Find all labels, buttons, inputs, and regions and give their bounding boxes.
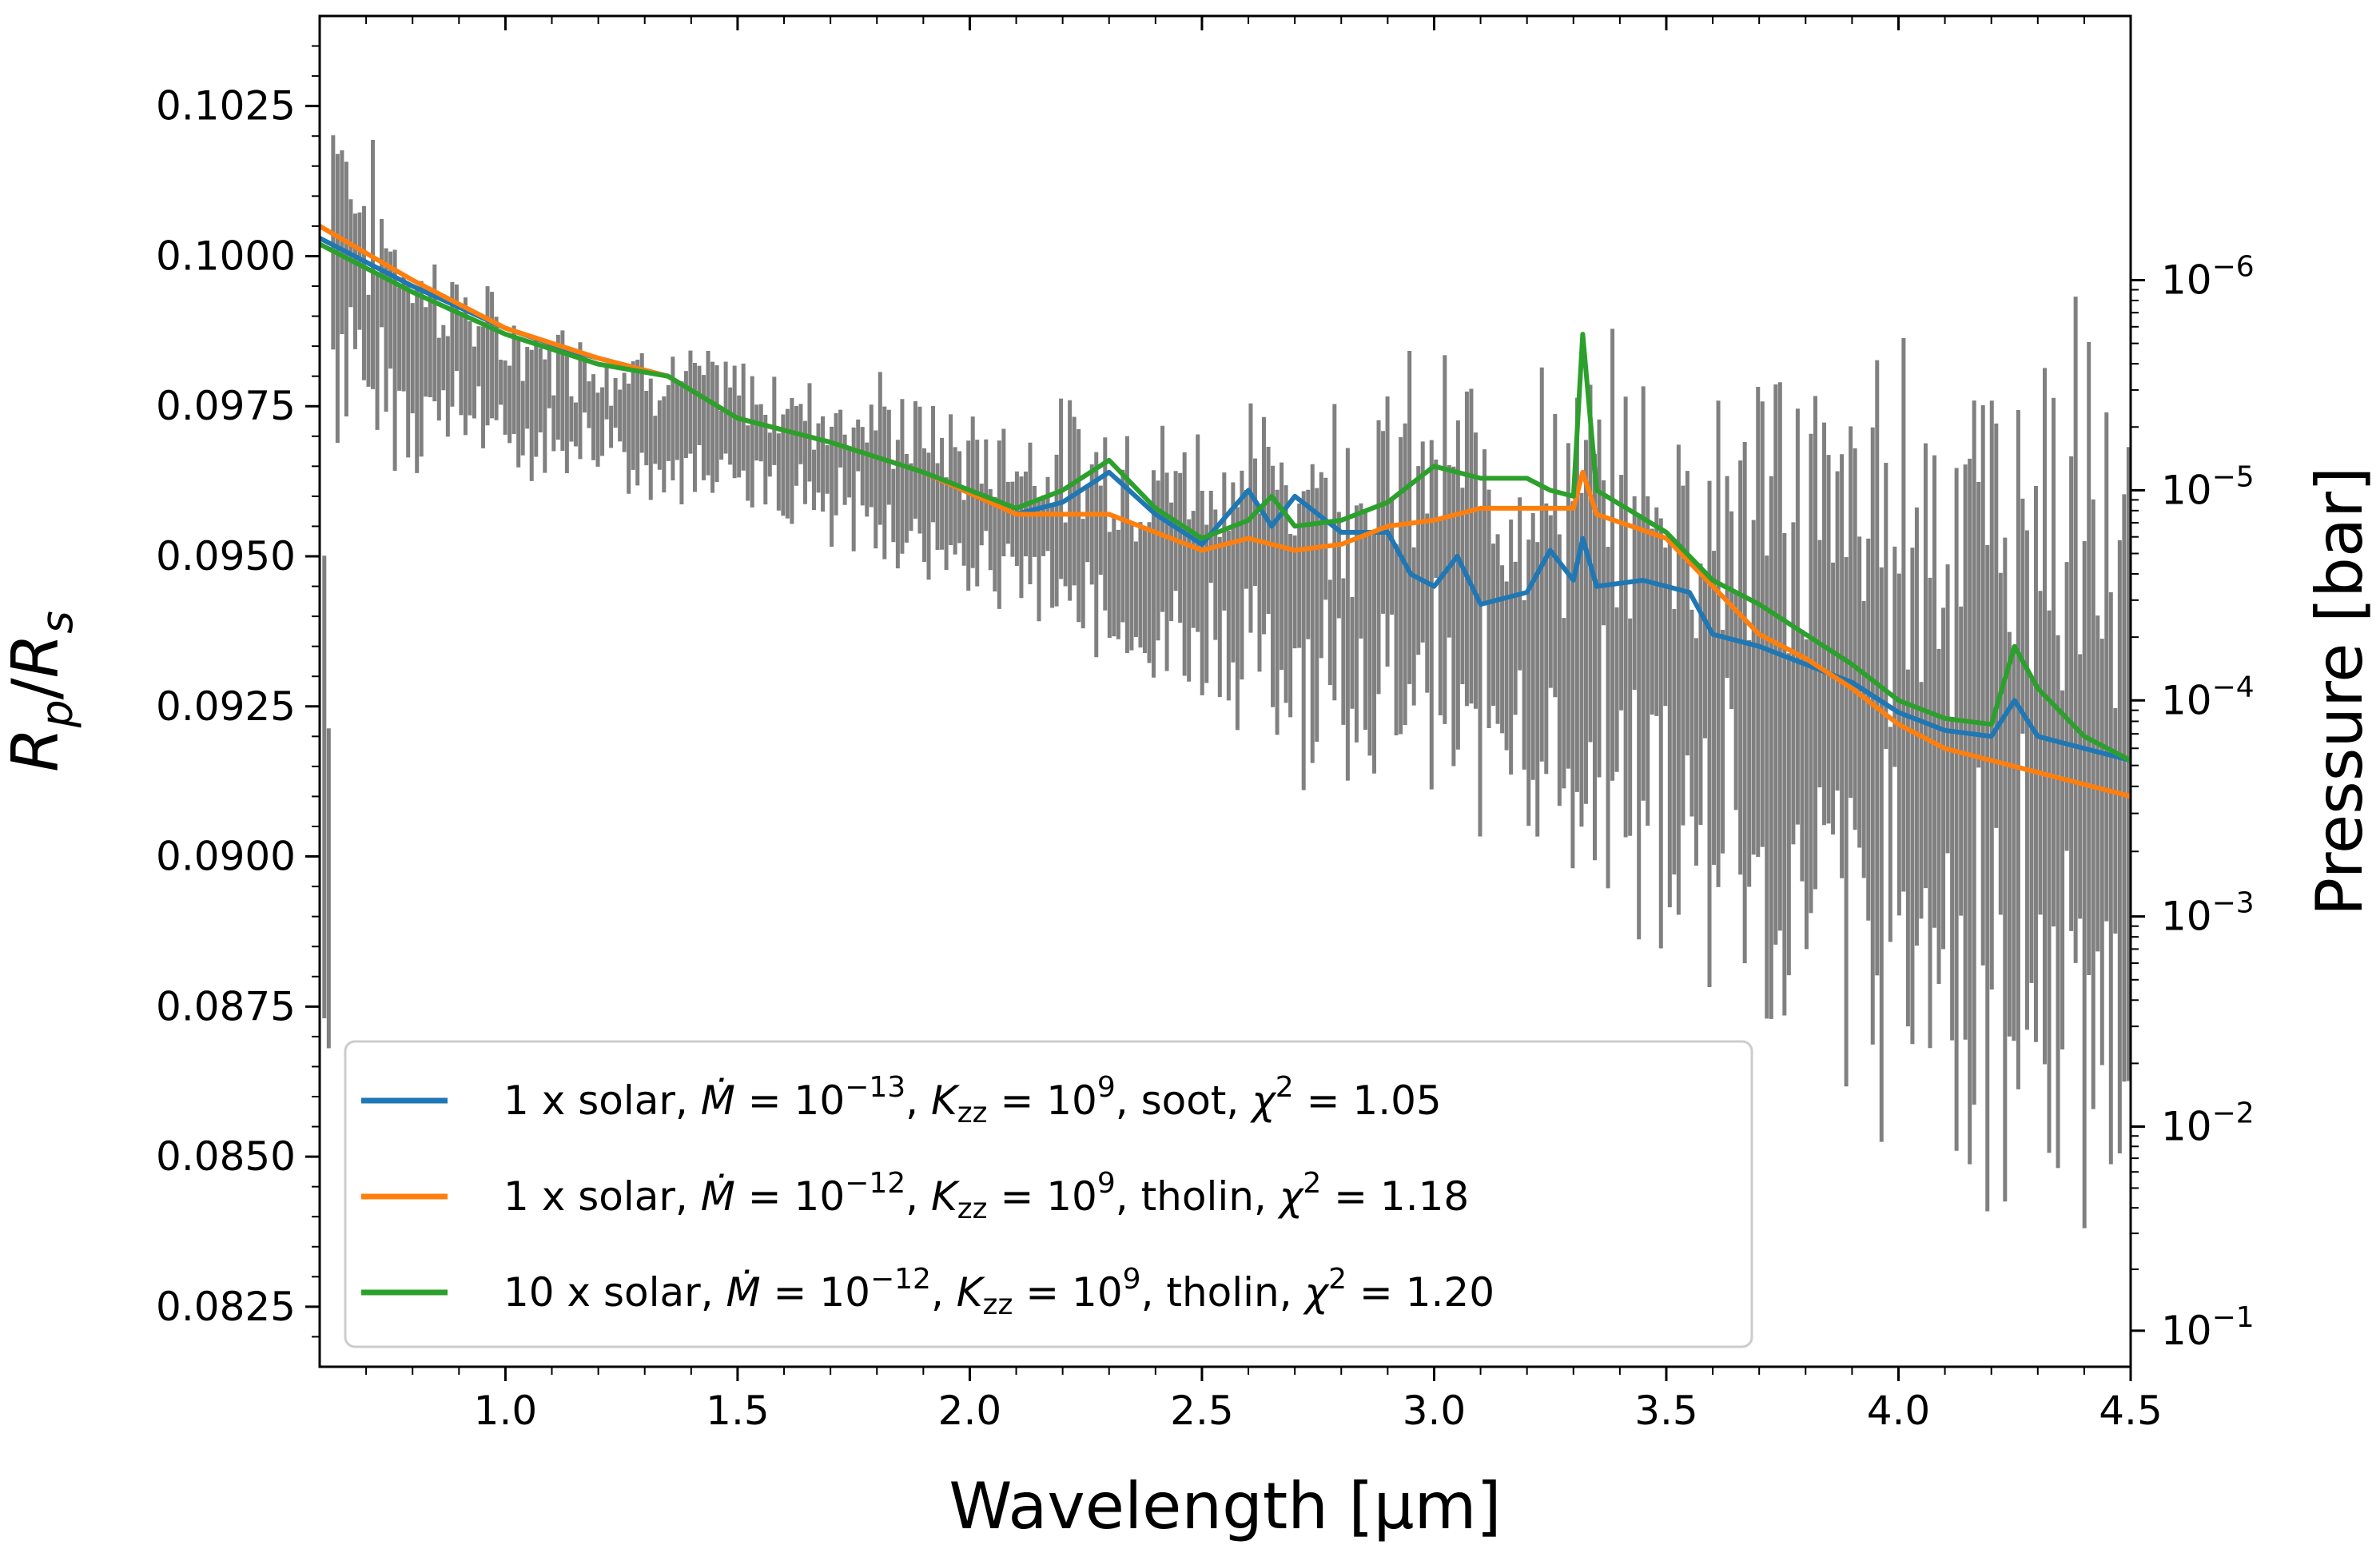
y-tick-label: 0.0950: [156, 533, 296, 579]
x-tick-label: 2.0: [938, 1388, 1002, 1434]
y-tick-label: 0.0975: [156, 383, 296, 429]
y-tick-label: 0.0850: [156, 1133, 296, 1180]
right-axis-label: Pressure [bar]: [2302, 467, 2377, 916]
right-tick-label: 10−4: [2161, 671, 2255, 723]
x-axis-ticks: 1.0 1.5 2.0 2.5 3.0 3.5 4.0 4.5: [365, 16, 2163, 1434]
y-tick-label: 0.0900: [156, 834, 296, 880]
right-tick-label: 10−2: [2161, 1097, 2255, 1150]
x-tick-label: 4.0: [1867, 1388, 1931, 1434]
legend-entry-2: 1 x solar, Ṁ = 10−12, Kzz = 109, tholin,…: [361, 1167, 1469, 1225]
legend-label-2: 1 x solar, Ṁ = 10−12, Kzz = 109, tholin,…: [503, 1167, 1469, 1225]
x-tick-label: 1.5: [706, 1388, 770, 1434]
model-line-3: [320, 241, 2131, 763]
y-tick-label: 0.0925: [156, 683, 296, 730]
x-axis-label: Wavelength [μm]: [949, 1469, 1501, 1543]
legend-label-3: 10 x solar, Ṁ = 10−12, Kzz = 109, tholin…: [503, 1263, 1494, 1321]
y-axis-label: Rp/Rs: [0, 611, 82, 772]
y-tick-label: 0.1025: [156, 83, 296, 129]
y-axis-ticks: 0.0825 0.0850 0.0875 0.0900 0.0925 0.0950 0.09…: [156, 45, 320, 1338]
legend-frame: [344, 1040, 1753, 1348]
model-series-lines: [320, 224, 2131, 799]
x-tick-label: 3.5: [1634, 1388, 1698, 1434]
plot-frame: [318, 14, 2132, 1368]
legend-entry-3: 10 x solar, Ṁ = 10−12, Kzz = 109, tholin…: [361, 1263, 1494, 1321]
x-tick-label: 1.0: [474, 1388, 538, 1434]
right-tick-label: 10−3: [2161, 887, 2255, 940]
legend-label-1: 1 x solar, Ṁ = 10−13, Kzz = 109, soot, χ…: [503, 1071, 1442, 1129]
x-tick-label: 3.0: [1403, 1388, 1467, 1434]
right-tick-label: 10−5: [2161, 460, 2255, 513]
y-tick-label: 0.0875: [156, 983, 296, 1029]
legend-entry-1: 1 x solar, Ṁ = 10−13, Kzz = 109, soot, χ…: [361, 1071, 1442, 1129]
right-tick-label: 10−1: [2161, 1301, 2255, 1354]
y-tick-label: 0.0825: [156, 1284, 296, 1330]
legend: 1 x solar, Ṁ = 10−13, Kzz = 109, soot, χ…: [344, 1040, 1753, 1348]
right-tick-label: 10−6: [2161, 250, 2255, 303]
y-tick-label: 0.1000: [156, 233, 296, 279]
right-axis-ticks: 10−1 10−2 10−3 10−4 10−5 10−6: [2131, 250, 2255, 1354]
x-tick-label: 4.5: [2099, 1388, 2163, 1434]
x-tick-label: 2.5: [1170, 1388, 1234, 1434]
